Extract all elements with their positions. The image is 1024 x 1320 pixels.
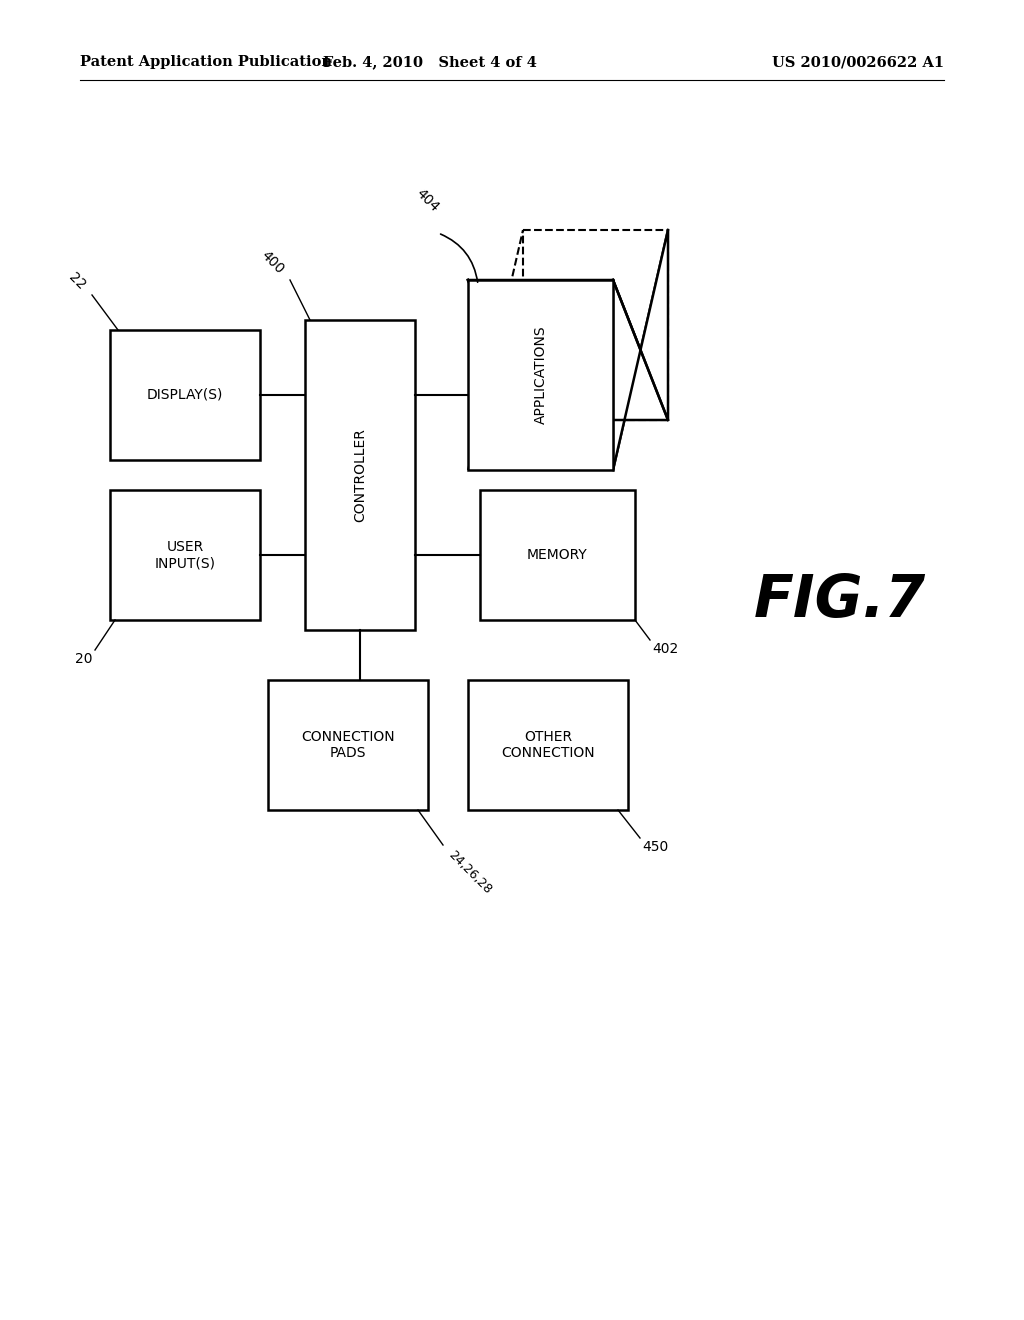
Bar [110,490,260,620]
Bar [305,319,415,630]
Bar [468,680,628,810]
Text: 20: 20 [75,652,92,667]
Text: CONNECTION
PADS: CONNECTION PADS [301,730,395,760]
Bar [110,330,260,459]
Polygon shape [613,230,668,470]
Text: 402: 402 [652,642,678,656]
Text: 404: 404 [413,186,441,215]
Text: APPLICATIONS: APPLICATIONS [534,326,548,424]
Text: Feb. 4, 2010   Sheet 4 of 4: Feb. 4, 2010 Sheet 4 of 4 [323,55,537,69]
Polygon shape [468,280,668,420]
Text: 450: 450 [642,840,669,854]
Text: FIG.7: FIG.7 [754,572,926,628]
Text: US 2010/0026622 A1: US 2010/0026622 A1 [772,55,944,69]
Text: 400: 400 [258,248,287,277]
Text: MEMORY: MEMORY [527,548,588,562]
Text: USER
INPUT(S): USER INPUT(S) [155,540,215,570]
Bar [268,680,428,810]
Bar [468,280,613,470]
Text: 22: 22 [66,269,88,292]
Text: Patent Application Publication: Patent Application Publication [80,55,332,69]
Text: OTHER
CONNECTION: OTHER CONNECTION [501,730,595,760]
Text: DISPLAY(S): DISPLAY(S) [146,388,223,403]
Text: 24,26,28: 24,26,28 [446,847,495,896]
Text: CONTROLLER: CONTROLLER [353,428,367,521]
Bar [480,490,635,620]
